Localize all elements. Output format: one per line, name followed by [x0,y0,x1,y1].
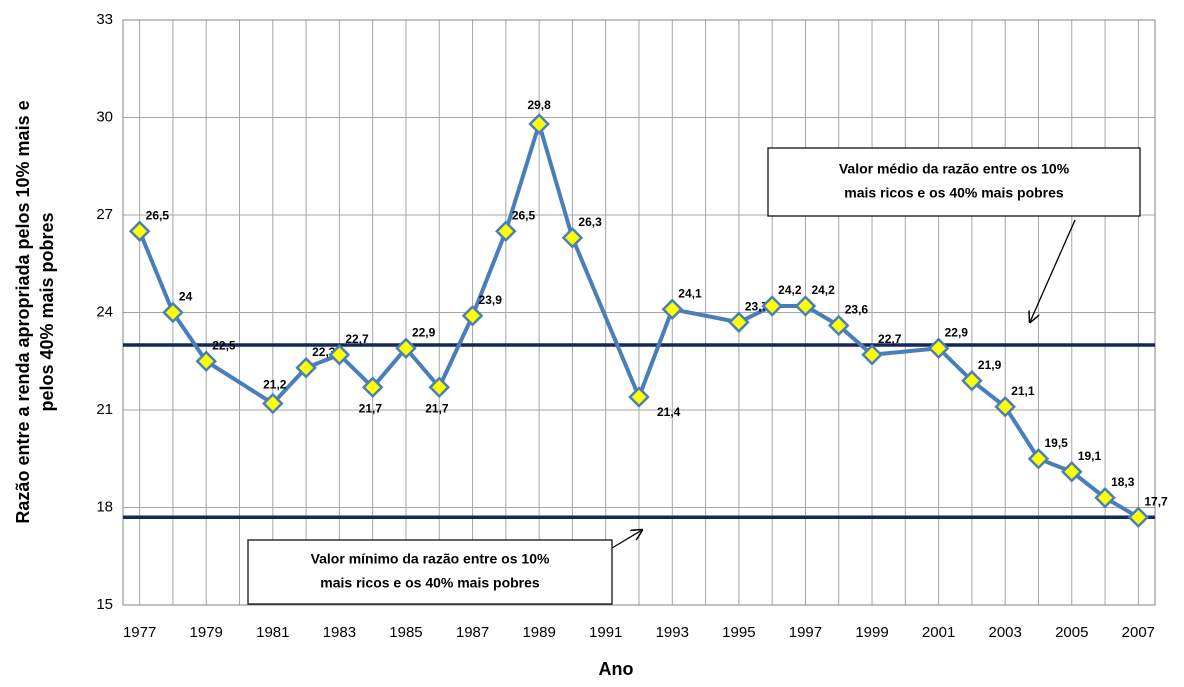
data-point [1094,486,1116,509]
x-tick-label: 1985 [389,624,422,641]
data-point [328,343,351,366]
annotation-box [247,539,613,605]
x-tick-label: 1991 [589,624,622,641]
y-axis-label-line: pelos 40% mais pobres [37,212,57,411]
data-point [495,220,517,243]
data-label: 22,9 [412,325,436,339]
annotation-text: mais ricos e os 40% mais pobres [320,575,540,591]
annotation-text: mais ricos e os 40% mais pobres [844,185,1064,201]
data-label: 29,8 [527,98,551,112]
data-point [761,295,783,317]
data-label: 22,7 [878,332,902,346]
data-label: 21,4 [657,405,681,419]
data-point [628,386,650,408]
data-label: 21,1 [1011,384,1035,398]
data-point [295,356,317,379]
data-point [728,311,750,334]
data-label: 26,5 [512,208,536,222]
x-tick-label: 1995 [722,624,755,641]
annotation-arrow [611,530,642,549]
data-label: 22,5 [212,338,236,352]
y-axis-label-line: Razão entre a renda apropriada pelos 10%… [13,100,33,523]
data-point [1027,447,1050,470]
data-point [861,343,883,366]
x-tick-label: 1993 [656,624,689,641]
data-point [827,314,850,337]
data-point [361,376,384,399]
annotation-arrow [1030,219,1076,322]
x-axis-label: Ano [599,659,634,679]
data-point [994,395,1016,418]
y-axis-label: Razão entre a renda apropriada pelos 10%… [13,100,57,523]
y-tick-label: 33 [96,11,113,28]
x-tick-label: 1999 [855,624,888,641]
x-tick-label: 2005 [1055,624,1088,641]
annotation-text: Valor mínimo da razão entre os 10% [311,551,550,567]
data-point [1061,460,1083,483]
data-label: 17,7 [1144,494,1168,508]
x-tick-label: 1989 [522,624,555,641]
data-label: 23,7 [745,299,769,313]
x-tick-label: 2003 [989,624,1022,641]
data-point [561,226,584,249]
data-label: 21,9 [978,358,1002,372]
x-tick-label: 1987 [456,624,489,641]
y-tick-label: 27 [96,206,113,223]
plot-border [122,19,1156,606]
x-tick-label: 1983 [323,624,356,641]
data-label: 21,2 [263,378,287,392]
annotation-text: Valor médio da razão entre os 10% [839,161,1070,177]
data-label: 26,5 [146,208,170,222]
data-label: 22,9 [945,325,969,339]
data-label: 24,2 [778,283,802,297]
data-label: 23,9 [479,293,503,307]
data-point [961,369,983,392]
data-point [195,350,217,373]
x-tick-label: 1981 [256,624,289,641]
data-point [128,220,151,243]
y-tick-label: 30 [96,108,113,125]
x-tick-label: 2007 [1122,624,1155,641]
data-label: 23,6 [845,303,869,317]
data-label: 21,7 [425,401,449,415]
y-tick-label: 21 [96,401,113,418]
data-label: 24,2 [811,283,835,297]
data-point [661,298,684,321]
data-point [1127,506,1150,529]
data-point [461,304,484,327]
x-tick-label: 1979 [190,624,223,641]
data-point [927,337,950,360]
data-label: 18,3 [1111,475,1135,489]
data-point [395,337,417,360]
data-point [794,295,817,317]
data-point [262,392,284,415]
data-point [528,113,550,135]
y-tick-label: 15 [96,596,113,613]
data-label: 19,5 [1044,436,1068,450]
x-tick-label: 2001 [922,624,955,641]
data-label: 19,1 [1078,449,1102,463]
y-tick-label: 18 [96,498,113,515]
data-label: 24,1 [678,286,702,300]
x-tick-label: 1977 [123,624,156,641]
y-tick-label: 24 [96,303,113,320]
data-label: 22,7 [345,332,369,346]
data-label: 26,3 [578,215,602,229]
data-point [428,376,451,399]
data-label: 24 [179,290,193,304]
data-point [162,301,184,324]
annotation-box [767,147,1141,217]
data-label: 21,7 [359,401,383,415]
x-tick-label: 1997 [789,624,822,641]
